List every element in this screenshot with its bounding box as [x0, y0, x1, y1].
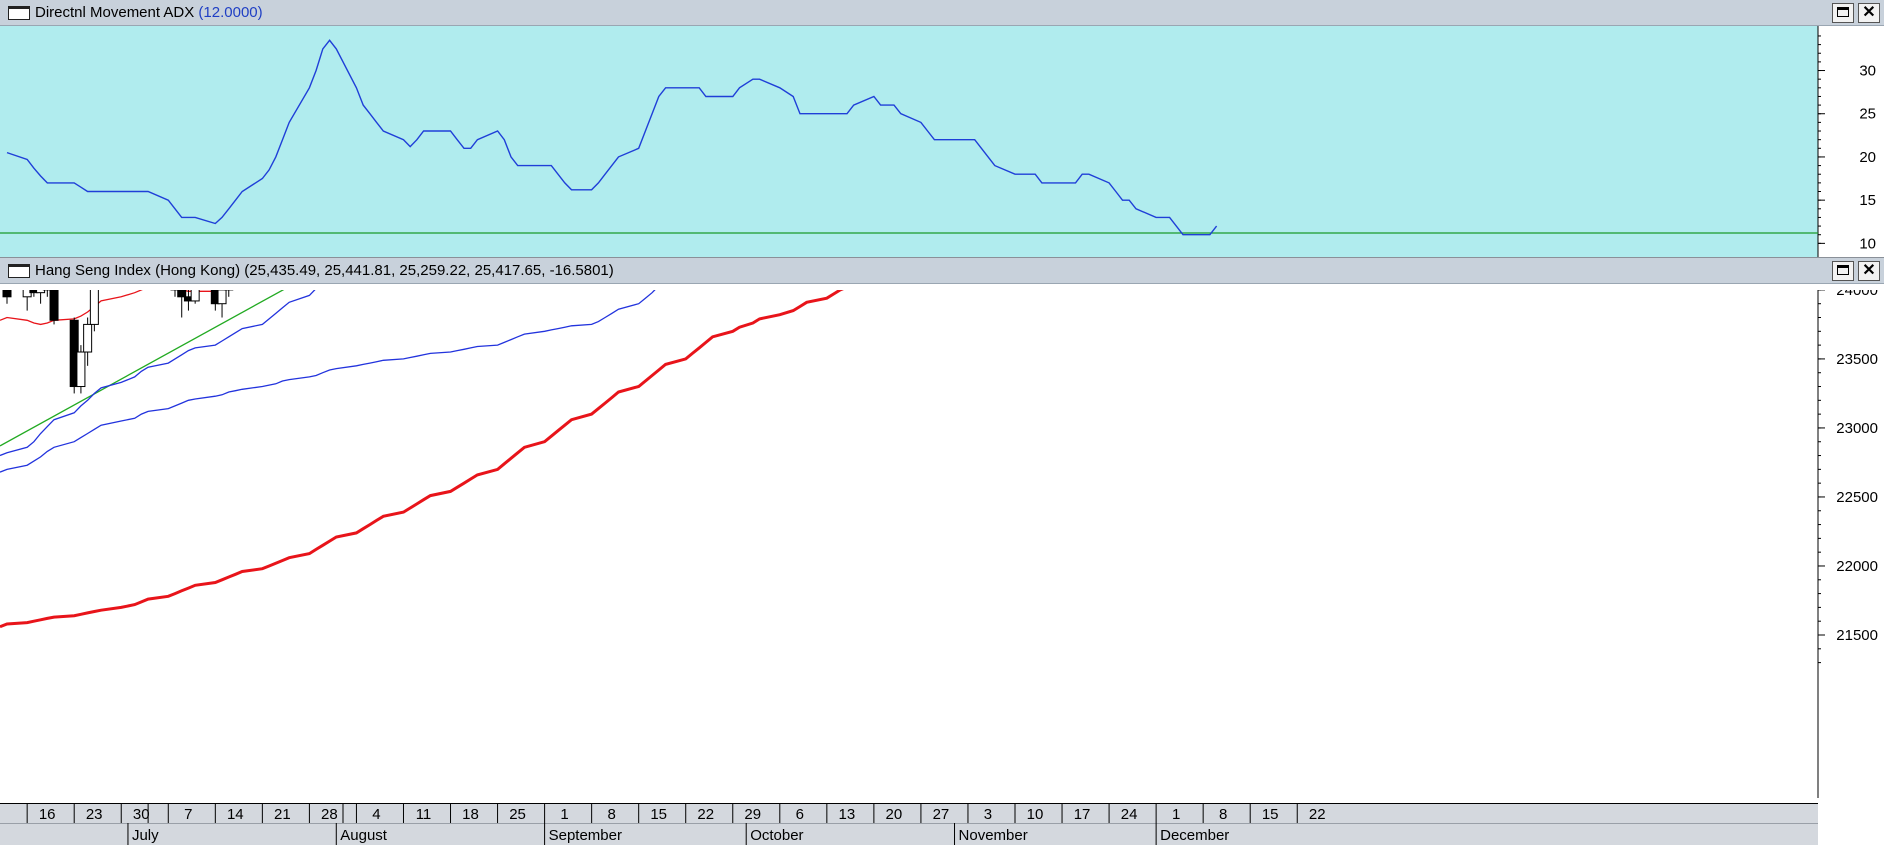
price-y-tick-label: 23000 — [1836, 420, 1878, 437]
adx-y-tick-label: 20 — [1859, 149, 1876, 166]
price-chart: 2150022000225002300023500240002450025000… — [0, 0, 1884, 798]
date-tick-label: 22 — [697, 806, 714, 823]
adx-close-button[interactable]: ✕ — [1858, 3, 1880, 23]
candle-body — [2, 275, 12, 298]
date-tick-label: 15 — [1262, 806, 1279, 823]
candle-body — [217, 289, 227, 305]
adx-y-tick-label: 30 — [1859, 63, 1876, 80]
price-panel-title: Hang Seng Index (Hong Kong) (25,435.49, … — [35, 262, 614, 279]
date-tick-label: 1 — [1172, 806, 1180, 823]
adx-y-tick-label: 10 — [1859, 235, 1876, 252]
date-tick-label: 13 — [838, 806, 855, 823]
date-axis-chart: 16 23 30 7 14 21 28 4 11 18 25 1 8 15 22 29 6 13 20 27 3 10 17… — [0, 803, 1884, 845]
date-tick-label: 21 — [274, 806, 291, 823]
date-tick-label: 24 — [1121, 806, 1138, 823]
date-tick-label: 29 — [744, 806, 761, 823]
price-panel-titlebar: Hang Seng Index (Hong Kong) (25,435.49, … — [0, 258, 1884, 284]
maximize-icon — [1837, 7, 1849, 17]
date-tick-label: 10 — [1027, 806, 1044, 823]
date-tick-label: 3 — [984, 806, 992, 823]
candle-body — [190, 275, 200, 302]
adx-panel-title-text: Directnl Movement ADX — [35, 4, 195, 21]
maximize-icon — [1837, 265, 1849, 275]
date-tick-label: 27 — [933, 806, 950, 823]
date-axis: 16 23 30 7 14 21 28 4 11 18 25 1 8 15 22 29 6 13 20 27 3 10 17… — [0, 803, 1884, 845]
date-tick-label: 1 — [560, 806, 568, 823]
adx-axis-background — [1818, 26, 1884, 258]
month-label: October — [750, 827, 803, 844]
date-tick-label: 6 — [796, 806, 804, 823]
adx-y-tick-label: 25 — [1859, 106, 1876, 123]
candle-body — [89, 254, 99, 325]
candle-body — [49, 289, 59, 321]
adx-line — [6, 39, 1218, 236]
candle-body — [177, 289, 187, 298]
date-tick-label: 11 — [416, 806, 432, 823]
date-tick-label: 15 — [650, 806, 667, 823]
price-chart-pane: 2150022000225002300023500240002450025000… — [0, 0, 1884, 798]
candle-body — [76, 351, 86, 388]
month-label: July — [132, 827, 159, 844]
date-tick-label: 25 — [509, 806, 526, 823]
date-tick-label: 8 — [607, 806, 615, 823]
adx-maximize-button[interactable] — [1832, 3, 1854, 23]
date-tick-label: 4 — [372, 806, 380, 823]
date-tick-label: 17 — [1074, 806, 1091, 823]
date-tick-label: 18 — [462, 806, 479, 823]
adx-plot-background — [0, 26, 1818, 258]
date-tick-label: 23 — [86, 806, 103, 823]
date-tick-label: 8 — [1219, 806, 1227, 823]
adx-chart: 10 15 20 25 30 — [0, 26, 1884, 258]
adx-y-tick-label: 15 — [1859, 192, 1876, 209]
price-y-tick-label: 22000 — [1836, 558, 1878, 575]
date-tick-label: 16 — [39, 806, 56, 823]
window-icon — [8, 6, 30, 20]
price-y-tick-label: 21500 — [1836, 627, 1878, 644]
price-close-button[interactable]: ✕ — [1858, 261, 1880, 281]
month-label: November — [959, 827, 1028, 844]
adx-panel-title: Directnl Movement ADX (12.0000) — [35, 0, 263, 26]
candle-body — [83, 323, 93, 353]
date-tick-label: 7 — [184, 806, 192, 823]
month-label: September — [549, 827, 622, 844]
date-tick-label: 14 — [227, 806, 244, 823]
date-tick-label: 22 — [1309, 806, 1326, 823]
price-maximize-button[interactable] — [1832, 261, 1854, 281]
adx-panel-titlebar: Directnl Movement ADX (12.0000) ✕ — [0, 0, 1884, 26]
price-plot-background — [0, 290, 1884, 798]
price-y-tick-label: 24000 — [1836, 290, 1878, 299]
month-label: December — [1160, 827, 1229, 844]
date-axis-corner — [1818, 803, 1884, 845]
price-y-tick-label: 22500 — [1836, 489, 1878, 506]
price-y-tick-label: 23500 — [1836, 351, 1878, 368]
window-icon — [8, 264, 30, 278]
adx-chart-pane: 10 15 20 25 30 — [0, 26, 1884, 258]
adx-panel-title-param: (12.0000) — [198, 4, 263, 21]
month-label: August — [340, 827, 388, 844]
date-tick-label: 28 — [321, 806, 338, 823]
date-tick-label: 20 — [886, 806, 903, 823]
date-tick-label: 30 — [133, 806, 150, 823]
